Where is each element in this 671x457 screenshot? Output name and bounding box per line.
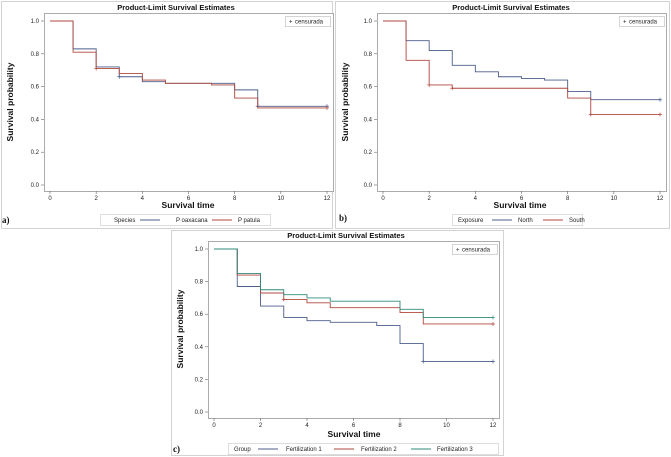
series-line-fertilization-3: [214, 248, 493, 318]
x-tick-label: 12: [324, 196, 331, 202]
x-tick-label: 10: [277, 196, 284, 202]
censor-point: [450, 86, 455, 91]
chart-title: Product-Limit Survival Estimates: [287, 231, 405, 240]
legend-box: [228, 443, 499, 455]
x-tick-label: 8: [233, 196, 237, 202]
x-axis-label: Survival time: [328, 429, 381, 439]
censor-point: [491, 359, 495, 364]
x-tick-label: 6: [520, 196, 524, 202]
x-axis-label: Survival time: [162, 200, 215, 210]
y-tick-label: 1.0: [31, 19, 40, 25]
censor-point: [281, 297, 286, 302]
x-tick-label: 12: [657, 196, 664, 202]
chart-title: Product-Limit Survival Estimates: [452, 3, 570, 12]
censor-point: [588, 112, 593, 117]
plot-area: [44, 13, 334, 192]
plot-area: [208, 241, 500, 419]
legend-box: [452, 214, 583, 226]
legend-item-label: South: [569, 218, 585, 224]
censor-legend-label: censurada: [629, 20, 658, 26]
x-axis-label: Survival time: [494, 200, 547, 210]
y-tick-label: 0.0: [195, 410, 204, 416]
censor-point: [427, 82, 432, 87]
censor-legend-box: [285, 16, 331, 27]
x-tick-label: 8: [566, 196, 570, 202]
y-tick-label: 1.0: [195, 247, 204, 253]
censor-marker-icon: +: [623, 20, 627, 26]
y-tick-label: 0.0: [364, 183, 373, 189]
y-tick-label: 0.2: [195, 377, 204, 383]
legend-item-label: P patula: [238, 218, 261, 224]
x-tick-label: 0: [381, 196, 385, 202]
y-tick-label: 0.0: [31, 183, 40, 189]
censor-marker-icon: +: [456, 248, 460, 254]
chart-title: Product-Limit Survival Estimates: [117, 3, 235, 12]
y-axis-label: Survival probability: [340, 62, 350, 141]
y-tick-label: 0.8: [31, 52, 40, 58]
x-tick-label: 2: [427, 196, 431, 202]
y-tick-label: 0.8: [195, 280, 204, 286]
y-tick-label: 0.2: [364, 150, 373, 156]
series-line-fertilization-1: [214, 248, 493, 362]
x-tick-label: 10: [443, 423, 450, 429]
y-axis-label: Survival probability: [5, 62, 15, 141]
censor-point: [421, 359, 426, 364]
series-line-fertilization-2: [214, 248, 493, 325]
censor-point: [491, 315, 495, 320]
y-tick-label: 0.6: [364, 85, 373, 91]
x-tick-label: 4: [141, 196, 145, 202]
y-tick-label: 0.6: [31, 85, 40, 91]
censor-point: [94, 66, 99, 71]
x-tick-label: 4: [474, 196, 478, 202]
x-tick-label: 6: [352, 423, 356, 429]
censor-point: [325, 105, 329, 110]
y-tick-label: 0.4: [31, 117, 40, 123]
x-tick-label: 0: [48, 196, 52, 202]
y-tick-label: 0.4: [364, 117, 373, 123]
legend-title: Species: [114, 218, 135, 224]
censor-point: [658, 97, 662, 102]
y-axis-label: Survival probability: [175, 289, 185, 368]
legend-item-label: Fertilization 2: [361, 447, 397, 453]
legend-title: Exposure: [458, 218, 484, 224]
chart-panel-3: Product-Limit Survival Estimates 0.0 0.2 0.…: [171, 230, 504, 456]
x-tick-label: 12: [490, 423, 497, 429]
censor-point: [117, 74, 122, 79]
legend-item-label: P oaxacana: [176, 218, 208, 224]
legend-item-label: North: [518, 218, 533, 224]
y-tick-label: 1.0: [364, 19, 373, 25]
censor-point: [491, 321, 495, 326]
x-tick-label: 0: [212, 423, 216, 429]
panel-label: c): [173, 444, 180, 454]
legend-item-label: Fertilization 1: [286, 447, 322, 453]
y-tick-label: 0.2: [31, 150, 40, 156]
legend-title: Group: [234, 447, 251, 453]
censor-legend-label: censurada: [295, 20, 324, 26]
x-tick-label: 8: [398, 423, 402, 429]
censor-legend-box: [619, 16, 665, 27]
x-tick-label: 4: [305, 423, 309, 429]
panel-label: a): [2, 215, 10, 225]
plot-area: [377, 13, 667, 192]
censor-marker-icon: +: [289, 20, 293, 26]
chart-panel-2: Product-Limit Survival Estimates 0.0 0.2 0.…: [335, 1, 670, 229]
series-line-p-patula: [50, 20, 327, 109]
x-tick-label: 2: [259, 423, 263, 429]
censor-legend-label: censurada: [462, 248, 491, 254]
panel-label: b): [339, 213, 347, 223]
censor-legend-box: [452, 244, 498, 255]
censor-point: [658, 112, 662, 117]
legend-item-label: Fertilization 3: [437, 447, 473, 453]
x-tick-label: 10: [610, 196, 617, 202]
x-tick-label: 6: [187, 196, 191, 202]
legend-box: [100, 214, 271, 226]
chart-panel-1: Product-Limit Survival Estimates 0.0 0.2 0.…: [1, 1, 334, 229]
y-tick-label: 0.4: [195, 345, 204, 351]
y-tick-label: 0.8: [364, 52, 373, 58]
y-tick-label: 0.6: [195, 312, 204, 318]
x-tick-label: 2: [94, 196, 98, 202]
